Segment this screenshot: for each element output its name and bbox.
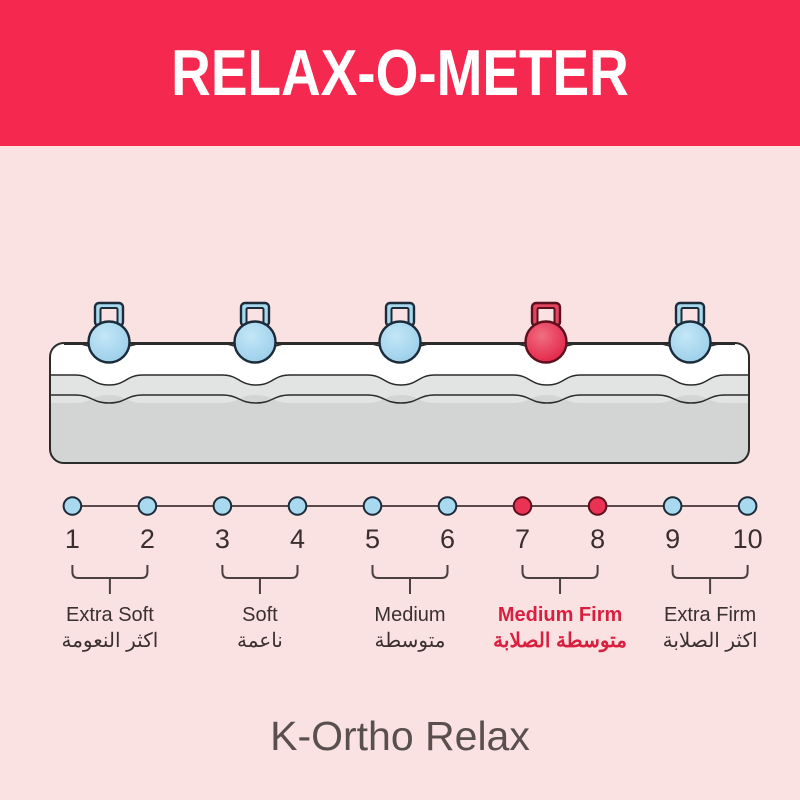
svg-text:4: 4: [290, 524, 305, 554]
svg-text:5: 5: [365, 524, 380, 554]
svg-text:7: 7: [515, 524, 530, 554]
svg-text:10: 10: [733, 524, 763, 554]
svg-text:8: 8: [590, 524, 605, 554]
svg-text:2: 2: [140, 524, 155, 554]
svg-text:9: 9: [665, 524, 680, 554]
svg-text:6: 6: [440, 524, 455, 554]
svg-text:3: 3: [215, 524, 230, 554]
svg-text:1: 1: [65, 524, 80, 554]
